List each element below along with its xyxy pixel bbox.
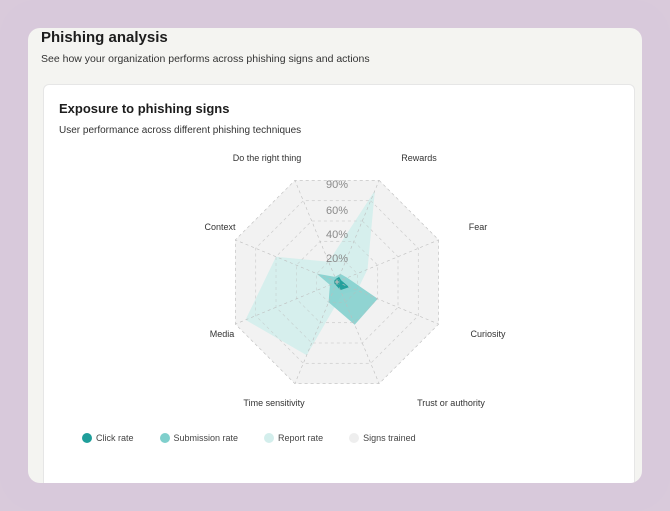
legend-label: Click rate (96, 433, 134, 443)
legend-item-click-rate[interactable]: Click rate (82, 433, 134, 443)
axis-label: Rewards (401, 153, 437, 163)
page-subtitle: See how your organization performs acros… (41, 53, 370, 65)
legend-item-signs-trained[interactable]: Signs trained (349, 433, 416, 443)
radar-spoke (336, 281, 380, 384)
radar-spoke (336, 239, 439, 283)
axis-label: Time sensitivity (243, 398, 305, 408)
radial-tick-label: 40% (326, 229, 348, 241)
radar-spoke (336, 281, 439, 325)
series-report-rate (245, 190, 375, 356)
axis-label: Trust or authority (417, 398, 485, 408)
chart-legend: Click rate Submission rate Report rate S… (82, 433, 416, 443)
radial-tick-label: 20% (326, 253, 348, 265)
exposure-card: Exposure to phishing signs User performa… (43, 84, 635, 483)
legend-item-report-rate[interactable]: Report rate (264, 433, 323, 443)
legend-item-submission-rate[interactable]: Submission rate (159, 433, 239, 443)
page-title: Phishing analysis (41, 29, 168, 46)
radar-spoke (235, 281, 338, 325)
legend-swatch-submission (159, 433, 170, 443)
axis-label: Context (204, 222, 236, 232)
app-window: Phishing analysis See how your organizat… (28, 28, 642, 483)
legend-swatch-trained (349, 433, 360, 443)
radar-spoke (294, 281, 338, 384)
axis-label: Fear (469, 222, 488, 232)
card-title: Exposure to phishing signs (59, 101, 230, 116)
radar-spoke (294, 180, 338, 283)
legend-label: Submission rate (173, 433, 239, 443)
radar-spoke (235, 239, 338, 283)
radar-grid-ring-overlay (275, 220, 399, 344)
legend-label: Signs trained (363, 433, 416, 443)
axis-label: Do the right thing (233, 153, 302, 163)
axis-label: Media (210, 329, 235, 339)
series-submission-rate (316, 273, 378, 325)
radar-grid-ring-overlay (316, 261, 358, 303)
radial-tick-label: 90% (326, 179, 348, 191)
card-subtitle: User performance across different phishi… (59, 125, 302, 136)
legend-swatch-click (82, 433, 92, 443)
radial-tick-label: 60% (326, 205, 348, 217)
radar-spoke (336, 180, 380, 283)
legend-swatch-report (264, 433, 275, 443)
radar-chart: 20% 40% 60% 90% Rewards Fear Curiosity Trust or… (204, 153, 506, 408)
legend-label: Report rate (278, 433, 324, 443)
axis-label: Curiosity (470, 329, 506, 339)
